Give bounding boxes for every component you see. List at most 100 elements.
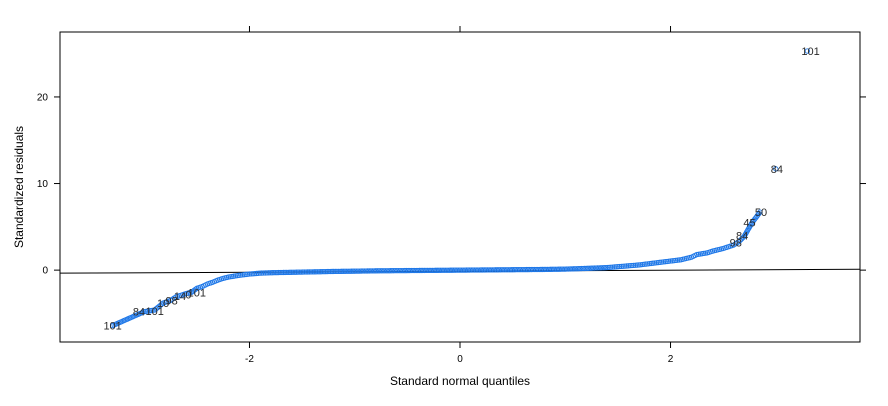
data-point	[512, 267, 518, 273]
x-tick-label: -2	[245, 354, 254, 365]
data-point	[290, 269, 296, 275]
data-point	[313, 269, 319, 275]
data-point	[257, 270, 263, 276]
data-point	[348, 268, 355, 274]
data-point	[248, 271, 254, 277]
data-point	[326, 268, 332, 275]
data-point	[494, 267, 500, 273]
data-point	[329, 268, 335, 275]
data-point	[645, 261, 651, 267]
data-point	[447, 267, 453, 273]
data-point	[298, 269, 304, 275]
data-point	[544, 266, 551, 273]
data-point	[609, 264, 616, 270]
data-point	[486, 267, 492, 273]
data-point	[322, 268, 329, 275]
data-point	[465, 267, 471, 273]
data-point	[591, 265, 598, 271]
data-point	[567, 266, 573, 272]
data-point	[308, 269, 314, 275]
data-point	[314, 269, 321, 275]
data-point	[572, 266, 578, 272]
data-point	[408, 267, 415, 274]
data-point	[305, 269, 311, 275]
data-point	[279, 269, 285, 276]
data-point	[288, 269, 295, 275]
data-point	[554, 266, 560, 272]
point-label: 98	[730, 237, 742, 249]
data-point	[402, 267, 408, 274]
data-point	[526, 266, 533, 273]
point-label: 50	[755, 207, 767, 219]
point-label: 10	[157, 298, 169, 310]
data-point	[463, 267, 470, 273]
data-point	[515, 266, 521, 273]
data-point	[613, 264, 619, 270]
point-label: 101	[146, 306, 164, 318]
data-point	[611, 264, 618, 270]
data-point	[488, 267, 494, 273]
data-point	[208, 280, 214, 286]
data-point	[433, 267, 439, 273]
data-point	[536, 266, 543, 273]
data-point	[412, 267, 418, 274]
data-point	[590, 265, 596, 271]
data-point	[625, 263, 632, 269]
data-point	[297, 269, 303, 275]
point-label: 45	[743, 218, 755, 230]
data-point	[525, 266, 531, 273]
data-point	[274, 269, 280, 276]
data-point	[449, 267, 455, 273]
data-point	[452, 267, 458, 273]
data-point	[455, 267, 462, 273]
data-point	[293, 269, 300, 275]
data-point	[421, 267, 428, 274]
data-point	[676, 257, 682, 263]
data-point	[702, 250, 709, 256]
point-label: 98	[165, 295, 177, 307]
data-point	[481, 267, 487, 273]
data-point	[373, 268, 379, 274]
data-point	[697, 251, 704, 257]
data-point	[361, 268, 368, 274]
data-point	[596, 265, 602, 271]
data-point	[446, 267, 452, 273]
data-point	[475, 267, 481, 273]
data-point	[483, 267, 489, 273]
data-point	[608, 264, 614, 270]
data-point	[687, 254, 693, 261]
data-point	[437, 267, 444, 273]
data-point	[622, 263, 628, 269]
data-point	[342, 268, 348, 274]
data-point	[259, 270, 265, 276]
data-point	[586, 265, 593, 271]
data-point	[376, 268, 382, 274]
data-point	[387, 268, 394, 274]
data-point	[355, 268, 361, 274]
data-point	[528, 266, 534, 273]
data-point	[522, 266, 528, 273]
data-point	[266, 270, 272, 276]
data-point	[557, 266, 564, 272]
data-point	[575, 266, 581, 272]
data-point	[301, 269, 308, 275]
data-point	[598, 265, 604, 271]
data-point	[300, 269, 306, 275]
data-point	[384, 268, 390, 274]
data-point	[360, 268, 366, 274]
point-label: 84	[771, 164, 783, 176]
data-point	[458, 267, 465, 273]
data-point	[181, 291, 188, 297]
data-point	[321, 268, 327, 275]
data-point	[353, 268, 360, 274]
data-point	[271, 270, 277, 276]
data-point	[255, 270, 261, 276]
data-point	[724, 244, 730, 250]
y-tick-label: 10	[37, 179, 49, 190]
data-point	[250, 271, 256, 277]
data-point	[442, 267, 449, 273]
data-point	[603, 264, 609, 271]
data-point	[327, 268, 334, 275]
data-point	[386, 268, 392, 274]
data-point	[309, 269, 316, 275]
